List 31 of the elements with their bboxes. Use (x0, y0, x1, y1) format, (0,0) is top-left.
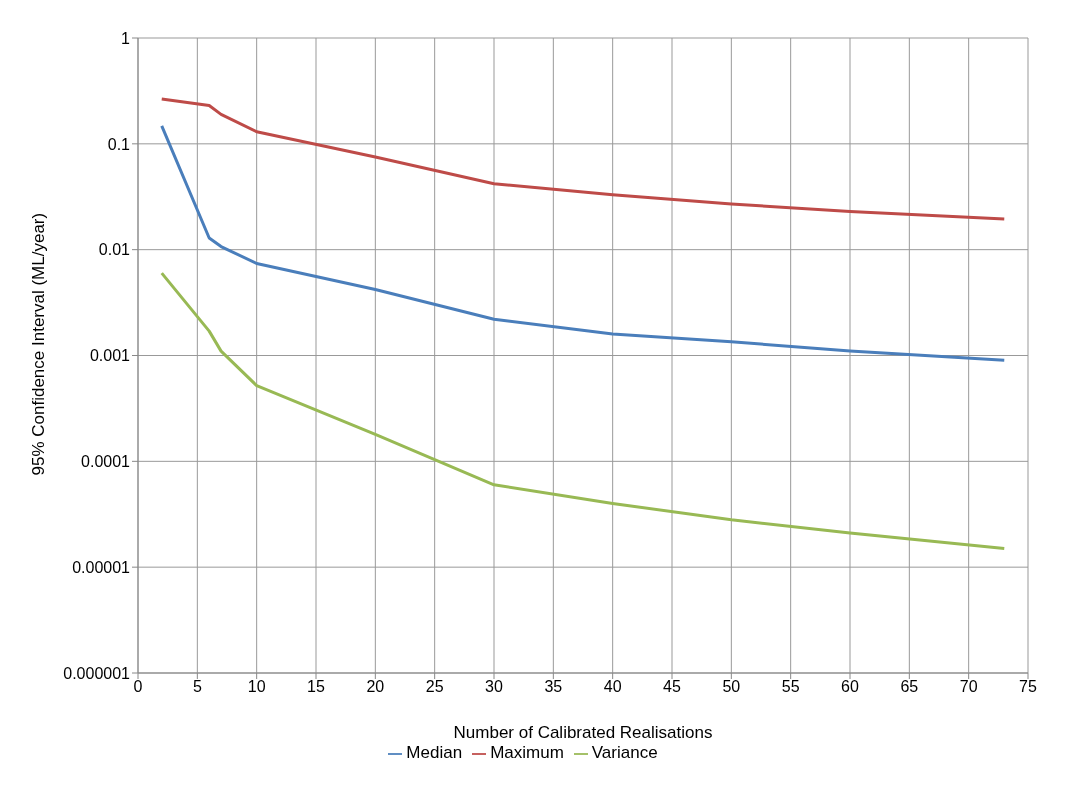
x-tick-label: 20 (366, 678, 385, 696)
legend-label: Variance (591, 743, 658, 762)
y-tick-label: 0.001 (89, 347, 131, 365)
y-tick-label: 0.00001 (72, 558, 131, 576)
x-tick-label: 45 (663, 678, 681, 696)
x-tick-label: 30 (485, 678, 503, 696)
y-tick-label: 1 (121, 29, 131, 47)
x-tick-label: 5 (192, 678, 202, 696)
x-tick-label: 55 (781, 678, 800, 696)
legend-label: Median (406, 743, 463, 762)
x-tick-label: 0 (133, 678, 143, 696)
x-tick-label: 10 (247, 678, 266, 696)
y-tick-label: 0.1 (107, 135, 131, 153)
line-series (160, 97, 1006, 221)
y-axis-title: 95% Confidence Interval (ML/year) (29, 212, 49, 476)
line-series (160, 271, 1006, 551)
x-tick-label: 15 (307, 678, 325, 696)
x-tick-label: 70 (959, 678, 978, 696)
x-tick-label: 35 (544, 678, 563, 696)
y-tick-label: 0.0001 (81, 453, 131, 471)
x-axis-title: Number of Calibrated Realisations (453, 723, 713, 742)
legend-label: Maximum (490, 743, 564, 762)
x-tick-label: 60 (841, 678, 859, 696)
y-tick-label: 0.01 (98, 241, 131, 259)
line-series (160, 124, 1006, 362)
x-tick-label: 25 (425, 678, 444, 696)
x-tick-label: 75 (1019, 678, 1037, 696)
x-tick-label: 65 (900, 678, 919, 696)
y-tick-label: 0.000001 (63, 664, 131, 682)
x-tick-label: 40 (603, 678, 622, 696)
x-tick-label: 50 (722, 678, 741, 696)
